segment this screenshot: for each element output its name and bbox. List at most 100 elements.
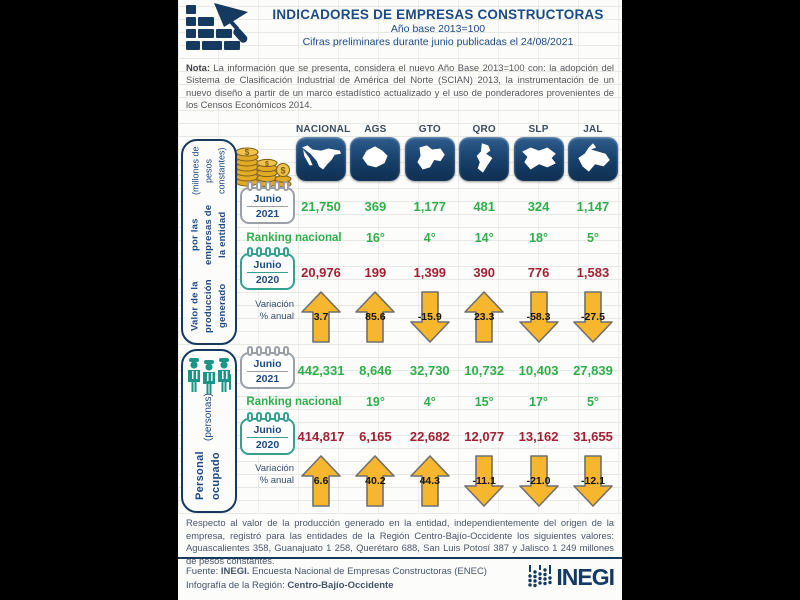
value-cell: 1,177: [413, 199, 447, 214]
map-tile-jal: [567, 137, 618, 181]
variation-label: Variación % anual: [255, 299, 294, 322]
ranking-cell: 15°: [474, 395, 494, 409]
variation-arrow-up: 85.6: [350, 291, 400, 343]
inegi-logo: INEGI: [527, 564, 615, 591]
calendar-rings: [246, 181, 289, 191]
subtitle-publication: Cifras preliminares durante junio public…: [302, 36, 574, 48]
calendar-junio-2020: Junio 2020: [240, 412, 295, 455]
value-cell: 6,165: [359, 429, 392, 444]
value-cell: 390: [473, 265, 496, 280]
state-map-tiles: [296, 137, 618, 181]
svg-text:$: $: [265, 161, 269, 168]
value-cell: 21,750: [301, 199, 341, 214]
calendar-rings: [246, 247, 289, 257]
calendar-month: Junio: [247, 424, 288, 438]
inegi-abacus-icon: [528, 564, 553, 587]
ranking-label: Ranking nacional: [246, 396, 342, 408]
queretaro-map-icon: [476, 143, 493, 173]
variation-arrow-up: 23.3: [459, 291, 509, 343]
source-text: Fuente: INEGI. Encuesta Nacional de Empr…: [186, 566, 487, 591]
map-tile-slp: [513, 137, 564, 181]
value-cell: 10,403: [518, 363, 559, 378]
calendar-month: Junio: [247, 259, 288, 273]
variation-arrow-down: -21.0: [514, 455, 564, 507]
row-junio-2020-produccion: 20,976 199 1,399 390 776 1,583: [296, 263, 618, 283]
ranking-cell: 4°: [423, 395, 436, 409]
ranking-cell: 19°: [365, 395, 385, 409]
variation-arrow-down: -11.1: [459, 455, 509, 507]
row-ranking-personal: 19° 4° 15° 17° 5°: [296, 393, 618, 411]
map-tile-nacional: [296, 137, 346, 181]
value-cell: 481: [473, 199, 496, 214]
variation-arrow-up: 3.7: [296, 291, 346, 343]
ranking-cell: 4°: [423, 231, 436, 245]
value-cell: 1,147: [576, 199, 610, 214]
row-junio-2020-personal: 414,817 6,165 22,682 12,077 13,162 31,65…: [296, 427, 618, 447]
value-cell: 414,817: [297, 429, 345, 444]
calendar-junio-2021: Junio 2021: [240, 181, 295, 224]
inegi-wordmark: INEGI: [556, 564, 615, 590]
sidebar-label-line: (personas): [202, 393, 214, 441]
row-variation-personal: 6.6 40.2 44.3 -11.1 -21.0 -12.1: [296, 455, 618, 507]
col-header-jal: JAL: [583, 124, 603, 135]
value-cell: 27,839: [573, 363, 613, 378]
value-cell: 442,331: [297, 363, 345, 378]
regional-values-note: Respecto al valor de la producción gener…: [186, 517, 614, 566]
column-headers: NACIONAL AGS GTO QRO SLP JAL: [296, 124, 618, 135]
map-tile-qro: [459, 137, 510, 181]
row-junio-2021-produccion: 21,750 369 1,177 481 324 1,147: [296, 197, 618, 217]
value-cell: 369: [364, 199, 387, 214]
jalisco-map-icon: [578, 143, 610, 172]
variation-arrow-up: 6.6: [296, 455, 346, 507]
ranking-cell: 5°: [586, 231, 599, 245]
value-cell: 8,646: [359, 363, 392, 378]
note-label: Nota:: [186, 62, 210, 73]
workers-icon: [188, 358, 231, 394]
ranking-cell: 18°: [529, 231, 549, 245]
variation-arrow-up: 44.3: [405, 455, 455, 507]
sidebar-label-line: Valor de la producción generado: [189, 279, 228, 334]
infographic-poster: INDICADORES DE EMPRESAS CONSTRUCTORAS Añ…: [178, 0, 622, 600]
calendar-year: 2021: [255, 208, 280, 220]
col-header-qro: QRO: [472, 124, 496, 135]
subtitle-base-year: Año base 2013=100: [390, 23, 486, 35]
value-cell: 1,399: [413, 265, 447, 280]
section-label-produccion: Valor de la producción generado por las …: [181, 139, 237, 345]
variation-arrow-down: -58.3: [514, 291, 564, 343]
footer-divider: [178, 557, 622, 559]
bricks-trowel-logo-icon: [186, 3, 248, 50]
variation-label: Variación % anual: [255, 463, 294, 486]
sidebar-label-line: por las empresas de la entidad: [189, 204, 228, 266]
col-header-nacional: NACIONAL: [296, 124, 351, 135]
ranking-label: Ranking nacional: [246, 232, 342, 244]
guanajuato-map-icon: [417, 145, 445, 170]
map-tile-ags: [350, 137, 401, 181]
san-luis-potosi-map-icon: [521, 147, 556, 170]
value-cell: 12,077: [464, 429, 505, 444]
value-cell: 324: [527, 199, 550, 214]
calendar-rings: [246, 346, 289, 356]
calendar-month: Junio: [247, 358, 288, 372]
calendar-month: Junio: [247, 193, 288, 207]
value-cell: 22,682: [409, 429, 450, 444]
ranking-cell: 17°: [529, 395, 549, 409]
calendar-rings: [246, 412, 289, 422]
ranking-cell: 5°: [586, 395, 599, 409]
value-cell: 20,976: [301, 265, 341, 280]
section-label-personal: Personal ocupado (personas): [181, 349, 237, 513]
page-title: INDICADORES DE EMPRESAS CONSTRUCTORAS: [272, 7, 604, 22]
value-cell: 10,732: [464, 363, 505, 378]
aguascalientes-map-icon: [362, 146, 388, 168]
variation-arrow-up: 40.2: [350, 455, 400, 507]
variation-arrow-down: -12.1: [568, 455, 618, 507]
calendar-year: 2021: [255, 373, 280, 385]
sidebar-label-line: Personal ocupado: [194, 451, 222, 501]
value-cell: 199: [364, 265, 387, 280]
svg-text:$: $: [245, 148, 250, 157]
row-junio-2021-personal: 442,331 8,646 32,730 10,732 10,403 27,83…: [296, 361, 618, 381]
value-cell: 776: [527, 265, 550, 280]
mexico-map-icon: [302, 145, 341, 170]
row-variation-produccion: 3.7 85.6 -15.9 23.3 -58.3 -27.5: [296, 291, 618, 343]
value-cell: 13,162: [518, 429, 559, 444]
sidebar-label-line: (millones de pesos constantes): [190, 146, 227, 195]
